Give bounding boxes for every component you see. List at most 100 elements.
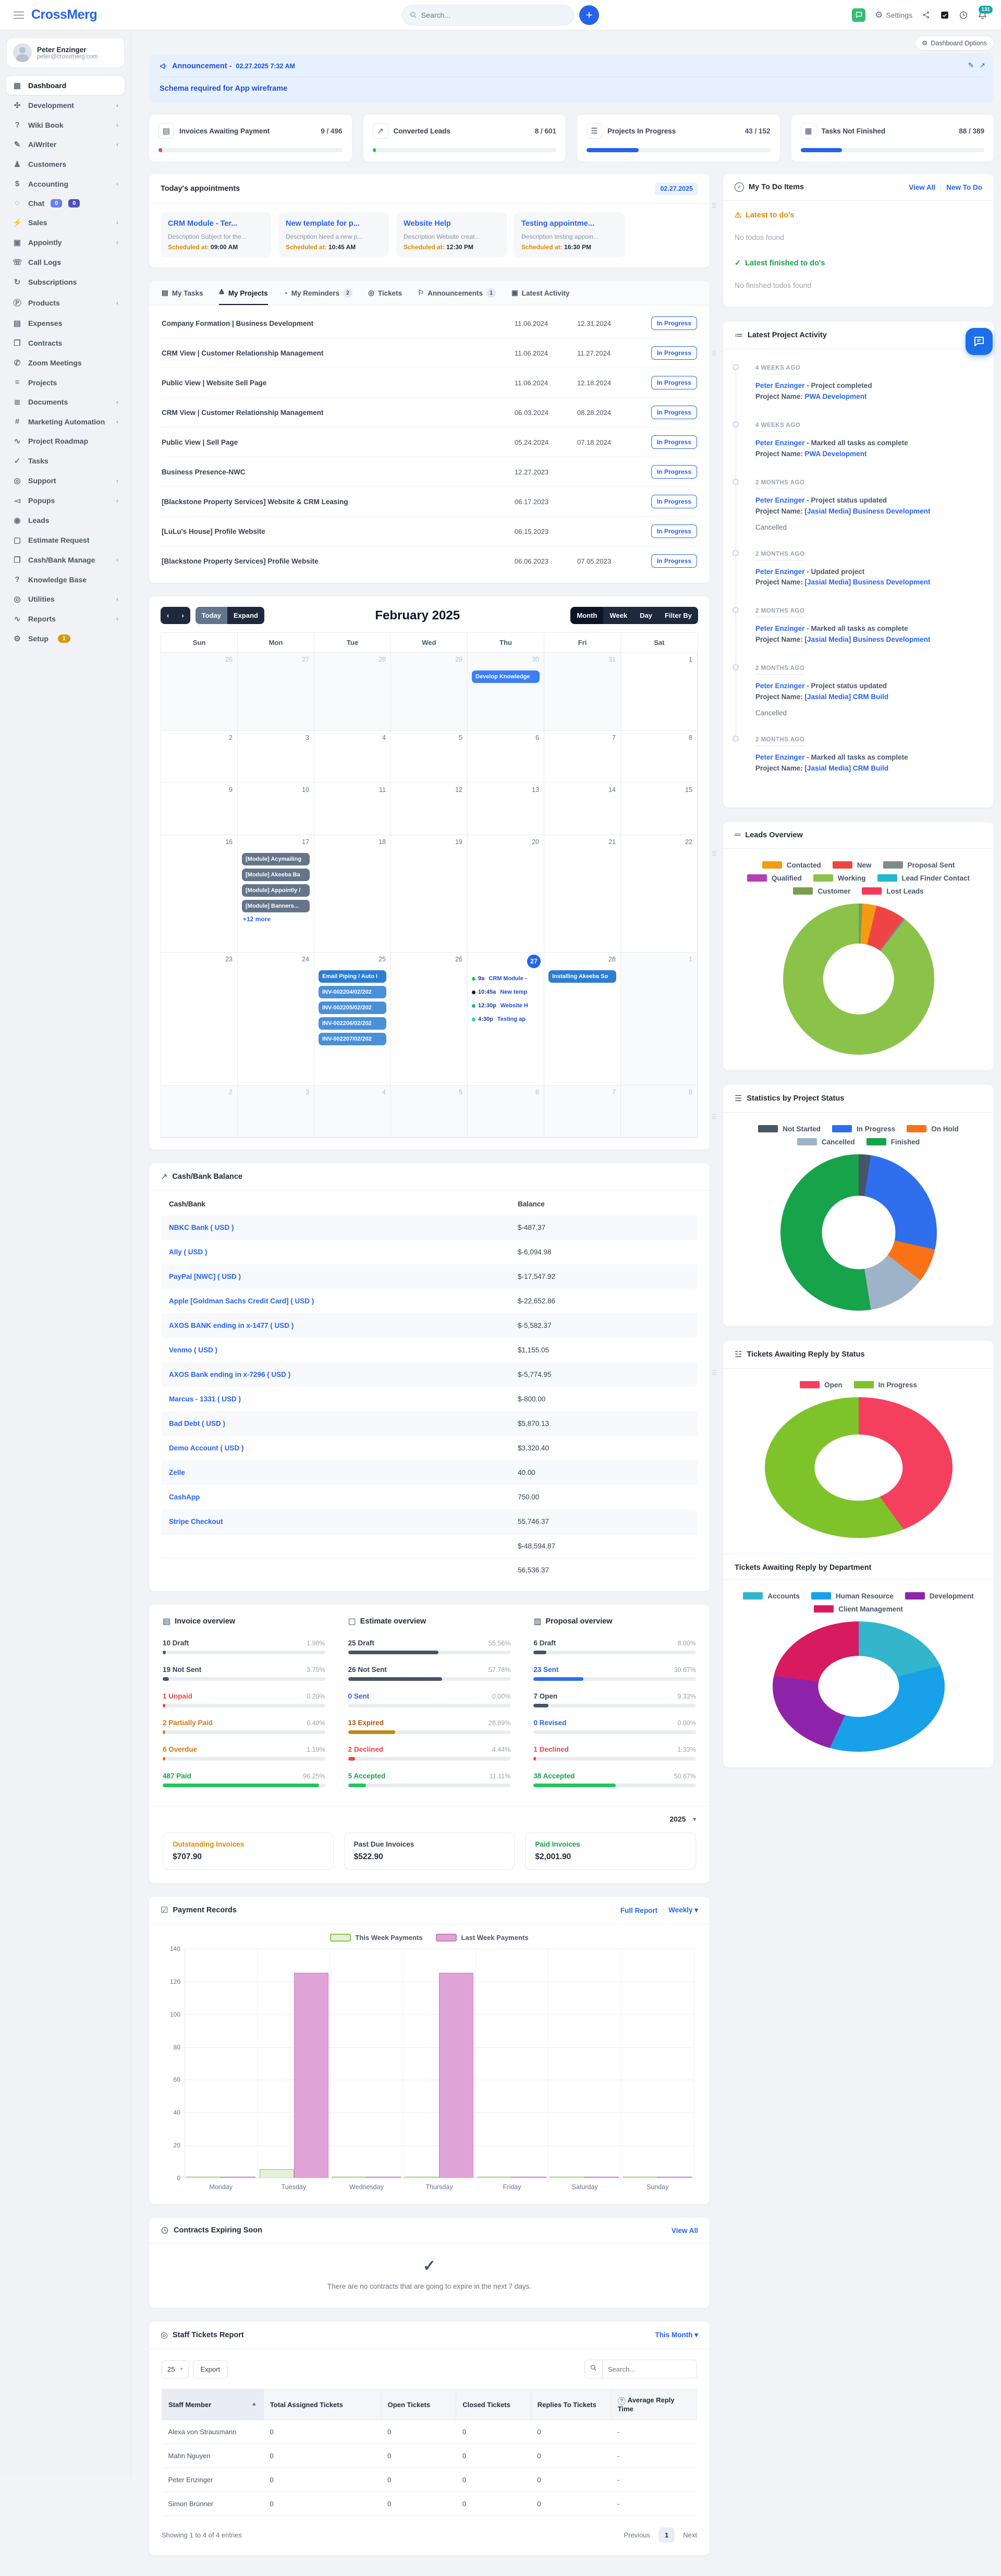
staff-col-closed-tickets[interactable]: Closed Tickets	[456, 2389, 531, 2420]
sidebar-item-aiwriter[interactable]: ✎ AiWriter ‹	[6, 135, 125, 154]
account-link[interactable]: Stripe Checkout	[169, 1518, 223, 1525]
calendar-event[interactable]: Develop Knowledge	[472, 670, 540, 683]
status-badge[interactable]: In Progress	[651, 406, 697, 419]
staff-col-total-assigned-tickets[interactable]: Total Assigned Tickets	[263, 2389, 382, 2420]
global-search[interactable]	[402, 4, 574, 26]
drag-handle-icon[interactable]: ⠿	[712, 850, 717, 858]
calendar-cell[interactable]: 1	[621, 953, 698, 1085]
activity-user-link[interactable]: Peter Enzinger	[755, 438, 805, 447]
sidebar-item-expenses[interactable]: ▤ Expenses	[13, 319, 63, 328]
calendar-cell[interactable]: 4	[314, 1085, 391, 1138]
activity-project-link[interactable]: [Jasial Media] Business Development	[804, 636, 931, 644]
calendar-event[interactable]: [Module] Akeeba Ba	[242, 869, 310, 881]
bar-last-week-payments[interactable]	[221, 2177, 256, 2178]
calendar-cell[interactable]: 12	[391, 783, 468, 835]
stat-card-projects-in-progress[interactable]: ☰ Projects In Progress 43 / 152	[577, 115, 780, 162]
project-row[interactable]: Company Formation | Business Development…	[162, 309, 697, 338]
project-row[interactable]: [LuLu's House] Profile Website 06.15.202…	[162, 517, 697, 546]
drag-handle-icon[interactable]: ⠿	[712, 350, 717, 358]
pagination-next[interactable]: Next	[683, 2531, 697, 2539]
calendar-cell[interactable]: 29	[391, 653, 468, 731]
calendar-prev-button[interactable]: ‹	[161, 607, 176, 624]
status-badge[interactable]: In Progress	[651, 316, 697, 330]
calendar-cell[interactable]: 5	[391, 1085, 468, 1138]
settings-button[interactable]: ⚙ Settings	[875, 9, 912, 20]
calendar-expand-button[interactable]: Expand	[227, 607, 264, 624]
account-link[interactable]: Demo Account ( USD )	[169, 1444, 244, 1452]
calendar-next-button[interactable]: ›	[175, 607, 190, 624]
chat-fab-button[interactable]	[966, 328, 993, 355]
calendar-dot-event[interactable]: 10:45a New temp	[472, 989, 540, 995]
sidebar-item-estimate-request[interactable]: ▢ Estimate Request	[13, 536, 90, 545]
summary-past-due-invoices[interactable]: Past Due Invoices $522.90	[344, 1833, 515, 1870]
calendar-cell[interactable]: 2	[161, 1085, 238, 1138]
account-link[interactable]: Venmo ( USD )	[169, 1346, 218, 1354]
sidebar-item-tasks[interactable]: ✓ Tasks	[6, 451, 125, 470]
project-row[interactable]: CRM View | Customer Relationship Managem…	[162, 338, 697, 368]
calendar-cell[interactable]: 26	[161, 653, 238, 731]
calendar-cell[interactable]: 24	[238, 953, 314, 1085]
full-report-link[interactable]: Full Report	[620, 1906, 658, 1914]
status-badge[interactable]: In Progress	[651, 435, 697, 449]
bar-this-week-payments[interactable]	[332, 2177, 367, 2178]
account-link[interactable]: Apple [Goldman Sachs Credit Card] ( USD …	[169, 1297, 314, 1305]
sidebar-item-appointly[interactable]: ▣ Appointly ‹	[13, 238, 118, 247]
account-link[interactable]: Ally ( USD )	[169, 1248, 207, 1256]
tab-tickets[interactable]: ◎ Tickets	[368, 289, 402, 297]
period-select[interactable]: Weekly ▾	[668, 1906, 698, 1914]
stat-card-converted-leads[interactable]: ↗ Converted Leads 8 / 601	[363, 115, 566, 162]
calendar-cell[interactable]: 17 [Module] Acymailing [Module] Akeeba Ba…	[238, 835, 314, 953]
drag-handle-icon[interactable]: ⠿	[712, 1369, 717, 1377]
sidebar-item-documents[interactable]: ≣ Documents ‹	[6, 393, 125, 411]
calendar-cell[interactable]: 27 9a CRM Module -10:45a New temp 12:30p …	[468, 953, 544, 1085]
calendar-cell[interactable]: 18	[314, 835, 391, 953]
calendar-cell[interactable]: 23	[161, 953, 238, 1085]
calendar-dot-event[interactable]: 4:30p Testing ap	[472, 1016, 540, 1022]
user-profile-card[interactable]: Peter Enzinger peter@crossmerg.com	[6, 38, 125, 68]
status-badge[interactable]: In Progress	[651, 495, 697, 508]
account-link[interactable]: Zelle	[169, 1469, 185, 1476]
calendar-cell[interactable]: 30 Develop Knowledge	[468, 653, 544, 731]
calendar-cell[interactable]: 19	[391, 835, 468, 953]
tab-my-reminders[interactable]: ◔ My Reminders 2	[284, 288, 353, 305]
activity-project-link[interactable]: PWA Development	[804, 449, 867, 458]
announcement-body[interactable]: Schema required for App wireframe	[160, 84, 288, 93]
appointment-card[interactable]: CRM Module - Ter... Description Subject …	[161, 212, 271, 257]
appointment-card[interactable]: New template for p... Description Need a…	[278, 212, 389, 257]
calendar-cell[interactable]: 4	[314, 731, 391, 783]
status-badge[interactable]: In Progress	[651, 465, 697, 479]
project-row[interactable]: Public View | Sell Page 05.24.2024 07.18…	[162, 428, 697, 457]
project-row[interactable]: [Blackstone Property Services] Website &…	[162, 487, 697, 517]
calendar-view-filter-by[interactable]: Filter By	[658, 607, 698, 624]
account-link[interactable]: PayPal [NWC] ( USD )	[169, 1273, 241, 1280]
tab-my-tasks[interactable]: ▤ My Tasks	[162, 289, 203, 297]
bar-this-week-payments[interactable]	[187, 2177, 222, 2178]
calendar-event[interactable]: INV-002206/02/202	[319, 1017, 386, 1030]
tasks-check-icon[interactable]	[940, 10, 949, 20]
calendar-event[interactable]: INV-002207/02/202	[319, 1033, 386, 1045]
contracts-view-all-link[interactable]: View All	[671, 2226, 698, 2235]
calendar-cell[interactable]: 13	[468, 783, 544, 835]
sidebar-item-support[interactable]: ◎ Support ‹	[6, 471, 125, 490]
calendar-cell[interactable]: 6	[468, 1085, 544, 1138]
page-size-select[interactable]: 25 ▾	[162, 2360, 189, 2378]
appointment-card[interactable]: Testing appointme... Description testing…	[514, 212, 625, 257]
sidebar-item-project-roadmap[interactable]: ∿ Project Roadmap	[6, 432, 125, 450]
new-todo-link[interactable]: New To Do	[946, 183, 982, 191]
account-link[interactable]: Marcus - 1331 ( USD )	[169, 1395, 241, 1403]
pagination-previous[interactable]: Previous	[624, 2531, 651, 2539]
calendar-cell[interactable]: 7	[544, 731, 621, 783]
staff-col-staff-member[interactable]: Staff Member ▲	[162, 2389, 264, 2420]
calendar-cell[interactable]: 21	[544, 835, 621, 953]
calendar-cell[interactable]: 11	[314, 783, 391, 835]
staff-col-open-tickets[interactable]: Open Tickets	[381, 2389, 457, 2420]
calendar-cell[interactable]: 16	[161, 835, 238, 953]
calendar-dot-event[interactable]: 9a CRM Module -	[472, 975, 540, 982]
bar-this-week-payments[interactable]	[550, 2177, 585, 2178]
calendar-cell[interactable]: 26	[391, 953, 468, 1085]
stat-card-invoices-awaiting-payment[interactable]: ▤ Invoices Awaiting Payment 9 / 496	[149, 115, 352, 162]
sidebar-item-marketing-automation[interactable]: # Marketing Automation ‹	[6, 412, 125, 431]
